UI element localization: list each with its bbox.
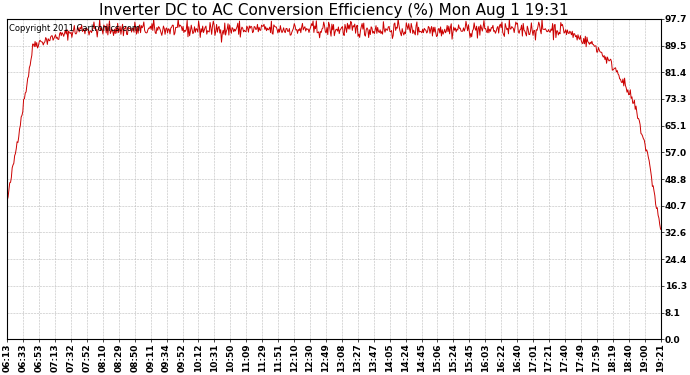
Text: Copyright 2011 Cartronics.com: Copyright 2011 Cartronics.com: [8, 24, 139, 33]
Title: Inverter DC to AC Conversion Efficiency (%) Mon Aug 1 19:31: Inverter DC to AC Conversion Efficiency …: [99, 3, 569, 18]
